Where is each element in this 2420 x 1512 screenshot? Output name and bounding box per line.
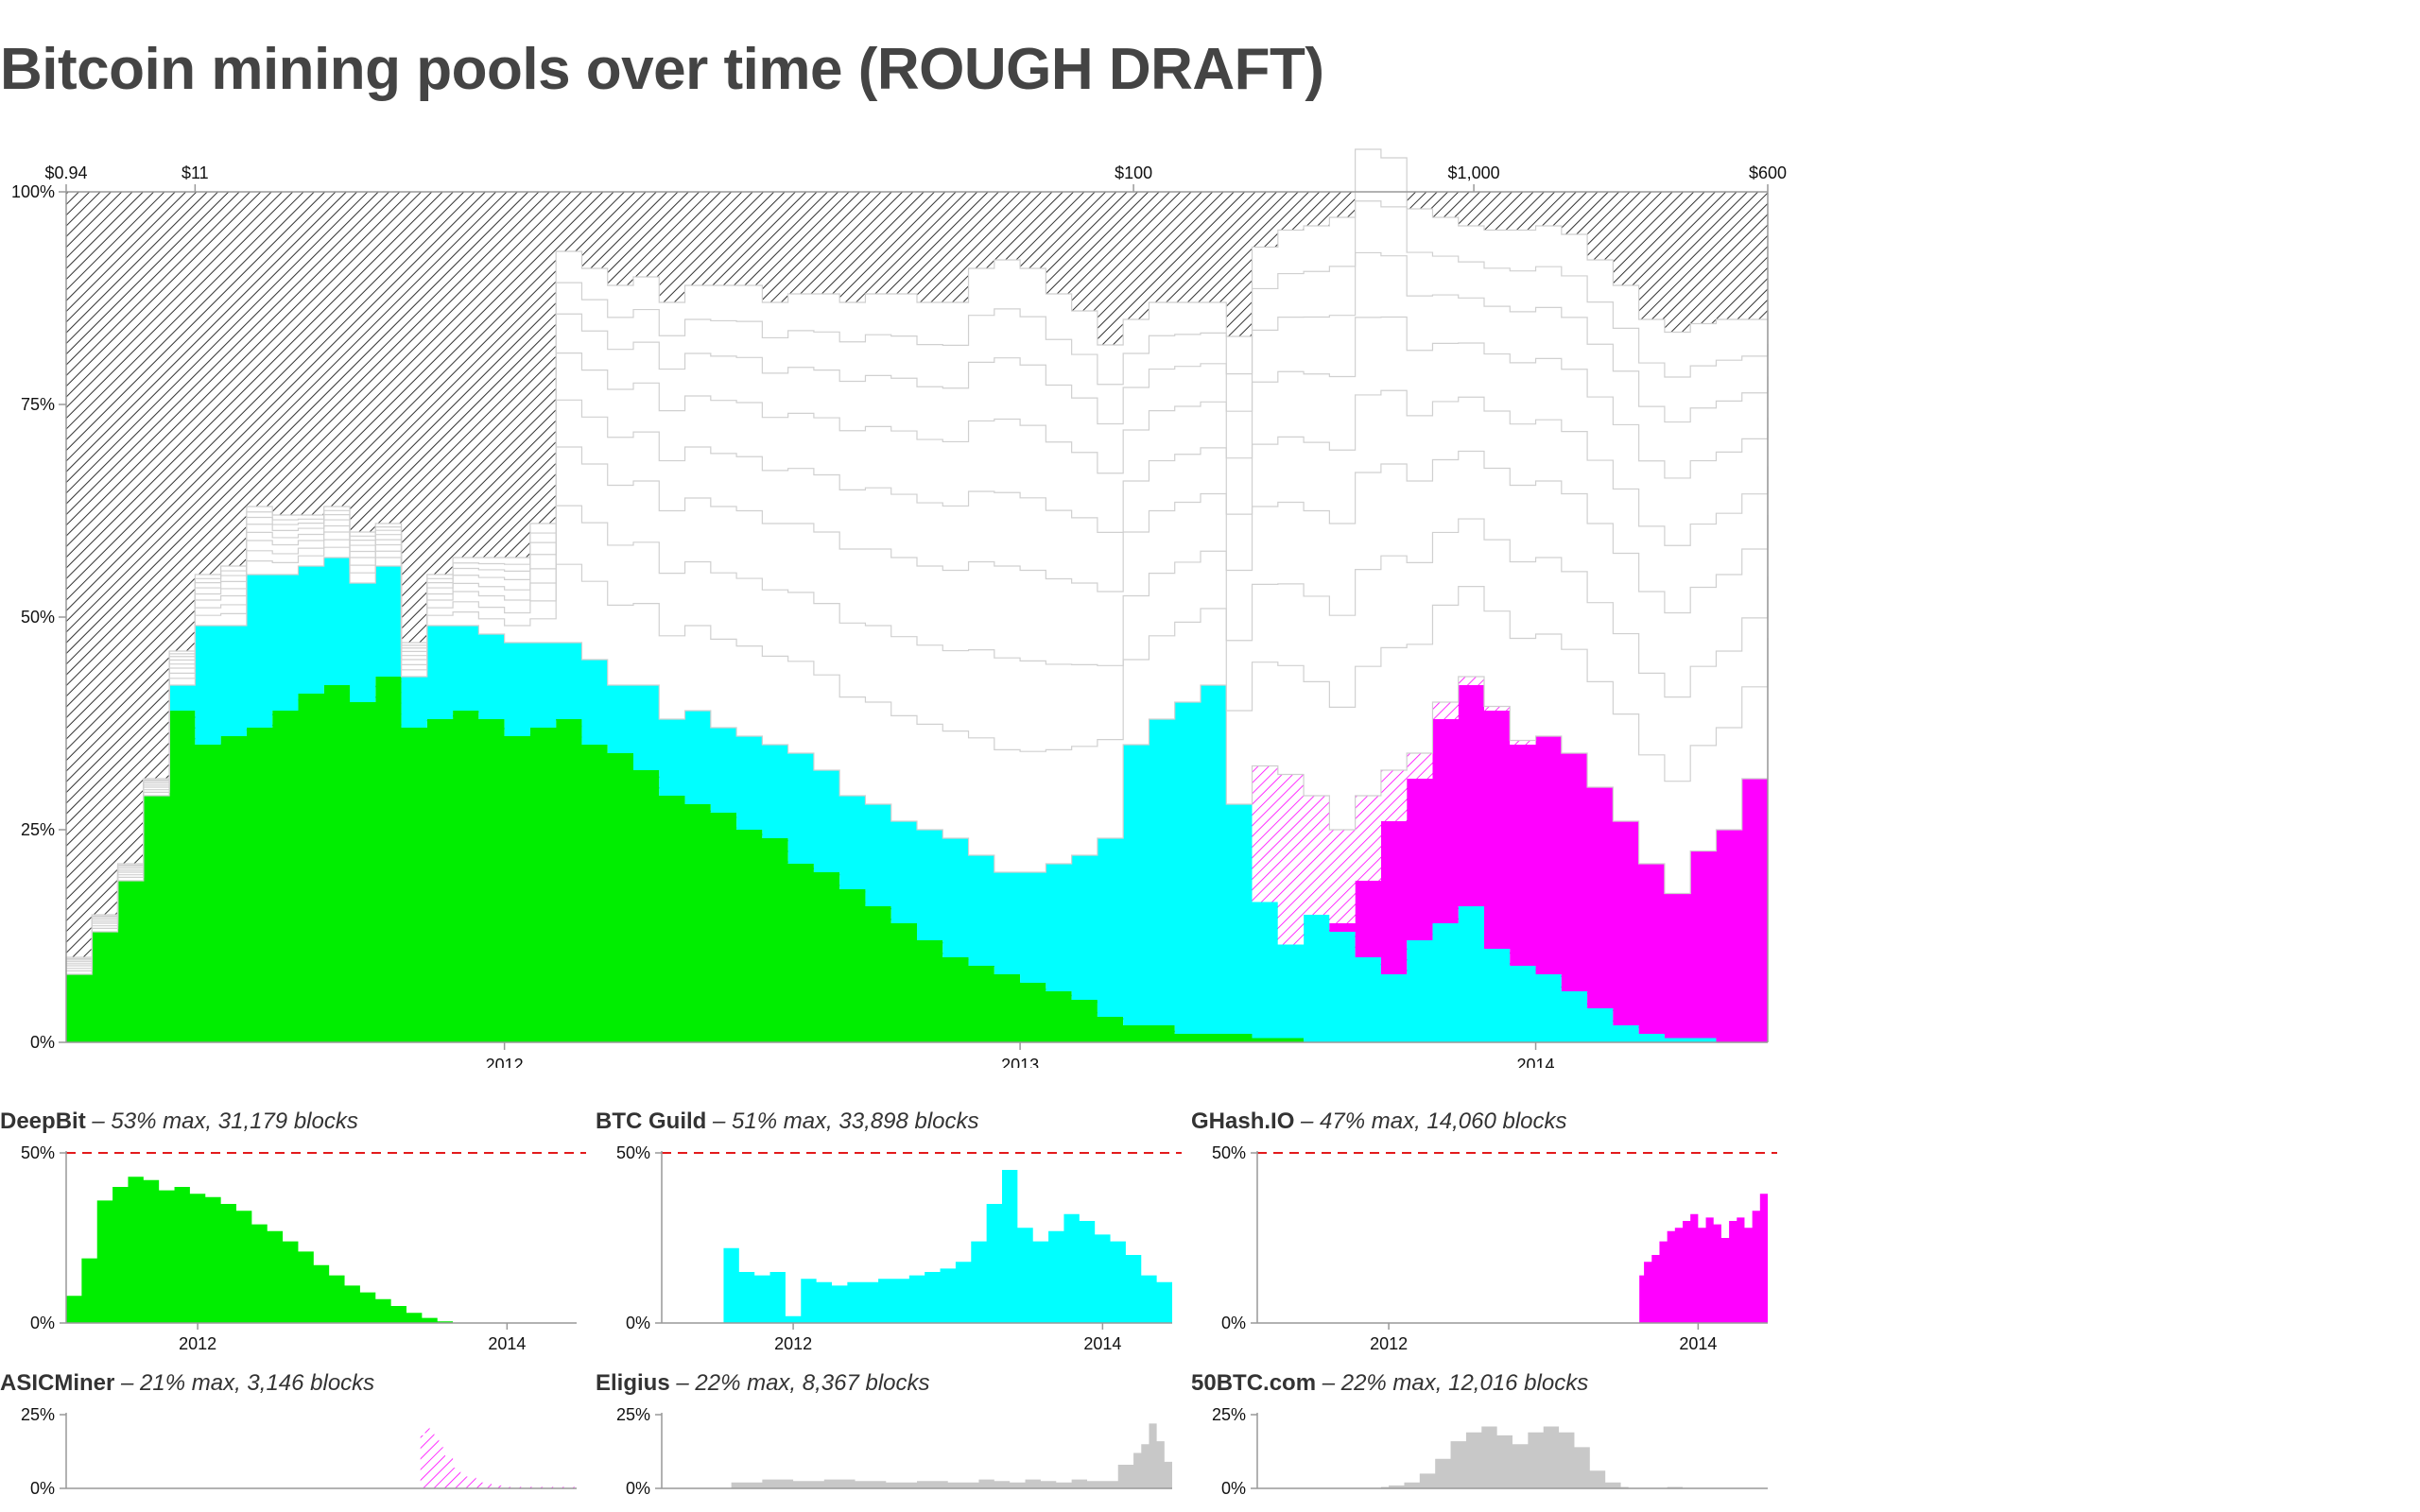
small-multiple-btcguild-small: BTC Guild – 51% max, 33,898 blocks 0% 50% 2… <box>596 1108 1182 1353</box>
small-pool-line <box>66 251 1769 961</box>
price-tick-label: $600 <box>1749 163 1787 182</box>
price-tick-label: $1,000 <box>1448 163 1500 182</box>
pool-name: 50BTC.com <box>1191 1370 1316 1396</box>
x-tick-label: 2012 <box>774 1334 812 1353</box>
x-tick-label: 2013 <box>1001 1056 1039 1068</box>
y-tick-label: 0% <box>30 1033 55 1052</box>
series-area-ghash <box>1257 1170 1768 1323</box>
pool-name: ASICMiner <box>0 1370 114 1396</box>
x-tick-label: 2014 <box>1679 1334 1717 1353</box>
small-multiple-deepbit-small: DeepBit – 53% max, 31,179 blocks 0% 50% 201… <box>0 1108 586 1353</box>
y-tick-label: 100% <box>11 182 55 201</box>
pool-name: Eligius <box>596 1370 670 1396</box>
x-tick-label: 2014 <box>488 1334 526 1353</box>
price-tick-label: $100 <box>1115 163 1152 182</box>
y-tick-label: 25% <box>21 820 55 839</box>
series-area-btcguild <box>662 1170 1172 1323</box>
series-area-asicminer <box>66 558 1768 974</box>
small-multiple-50btc-small: 50BTC.com – 22% max, 12,016 blocks 0% 25% <box>1191 1370 1768 1498</box>
series-area-btcguild <box>66 558 1768 1042</box>
y-tick-label: 0% <box>30 1314 55 1332</box>
small-multiple-eligius-small: Eligius – 22% max, 8,367 blocks 0% 25% <box>596 1370 1172 1498</box>
pool-stats: – 22% max, 12,016 blocks <box>1316 1370 1588 1396</box>
series-area-other <box>662 1423 1172 1488</box>
small-pool-line <box>66 546 1769 971</box>
pool-stats: – 47% max, 14,060 blocks <box>1294 1108 1566 1134</box>
small-multiple-ghash-small: GHash.IO – 47% max, 14,060 blocks 0% 50% 20… <box>1191 1108 1777 1353</box>
y-tick-label: 50% <box>616 1143 650 1162</box>
y-tick-label: 25% <box>616 1405 650 1424</box>
y-tick-label: 0% <box>626 1479 650 1498</box>
small-multiple-title: ASICMiner – 21% max, 3,146 blocks <box>0 1370 374 1396</box>
y-tick-label: 0% <box>1221 1314 1246 1332</box>
small-multiple-title: DeepBit – 53% max, 31,179 blocks <box>0 1108 358 1134</box>
main-stacked-area-chart: 0% 25% 50% 75% 100% 2012 2013 2014 $0.94 $11 $100 $… <box>11 148 1787 1068</box>
small-pool-line <box>66 316 1769 963</box>
small-multiple-title: GHash.IO – 47% max, 14,060 blocks <box>1191 1108 1567 1134</box>
pool-stats: – 53% max, 31,179 blocks <box>86 1108 358 1134</box>
small-multiple-title: 50BTC.com – 22% max, 12,016 blocks <box>1191 1370 1588 1396</box>
series-area-ghash <box>66 558 1768 1042</box>
pool-stats: – 22% max, 8,367 blocks <box>670 1370 930 1396</box>
page-title: Bitcoin mining pools over time (ROUGH DR… <box>0 37 1324 102</box>
pool-name: DeepBit <box>0 1108 86 1134</box>
small-pool-line <box>66 505 1769 970</box>
y-tick-label: 0% <box>1221 1479 1246 1498</box>
series-area-deepbit <box>66 677 1768 1042</box>
price-tick-label: $11 <box>182 163 209 182</box>
pool-name: GHash.IO <box>1191 1108 1294 1134</box>
pool-name: BTC Guild <box>596 1108 706 1134</box>
series-area-deepbit <box>66 1177 577 1323</box>
small-multiple-asicminer-small: ASICMiner – 21% max, 3,146 blocks 0% 25% <box>0 1370 577 1498</box>
y-tick-label: 75% <box>21 395 55 414</box>
series-area-other <box>1257 1426 1768 1488</box>
y-tick-label: 0% <box>30 1479 55 1498</box>
y-tick-label: 25% <box>1212 1405 1246 1424</box>
price-tick-label: $0.94 <box>44 163 87 182</box>
y-tick-label: 0% <box>626 1314 650 1332</box>
y-tick-label: 50% <box>21 608 55 627</box>
small-multiple-title: BTC Guild – 51% max, 33,898 blocks <box>596 1108 979 1134</box>
pool-stats: – 21% max, 3,146 blocks <box>114 1370 374 1396</box>
y-tick-label: 50% <box>1212 1143 1246 1162</box>
pool-stats: – 51% max, 33,898 blocks <box>706 1108 978 1134</box>
small-multiple-title: Eligius – 22% max, 8,367 blocks <box>596 1370 930 1396</box>
x-tick-label: 2014 <box>1517 1056 1555 1068</box>
small-pool-line <box>66 200 1769 960</box>
y-tick-label: 50% <box>21 1143 55 1162</box>
x-tick-label: 2012 <box>486 1056 524 1068</box>
x-tick-label: 2012 <box>179 1334 216 1353</box>
series-area-asicminer <box>66 1426 577 1488</box>
small-pool-line <box>66 389 1769 965</box>
x-tick-label: 2014 <box>1083 1334 1121 1353</box>
y-tick-label: 25% <box>21 1405 55 1424</box>
x-tick-label: 2012 <box>1370 1334 1408 1353</box>
